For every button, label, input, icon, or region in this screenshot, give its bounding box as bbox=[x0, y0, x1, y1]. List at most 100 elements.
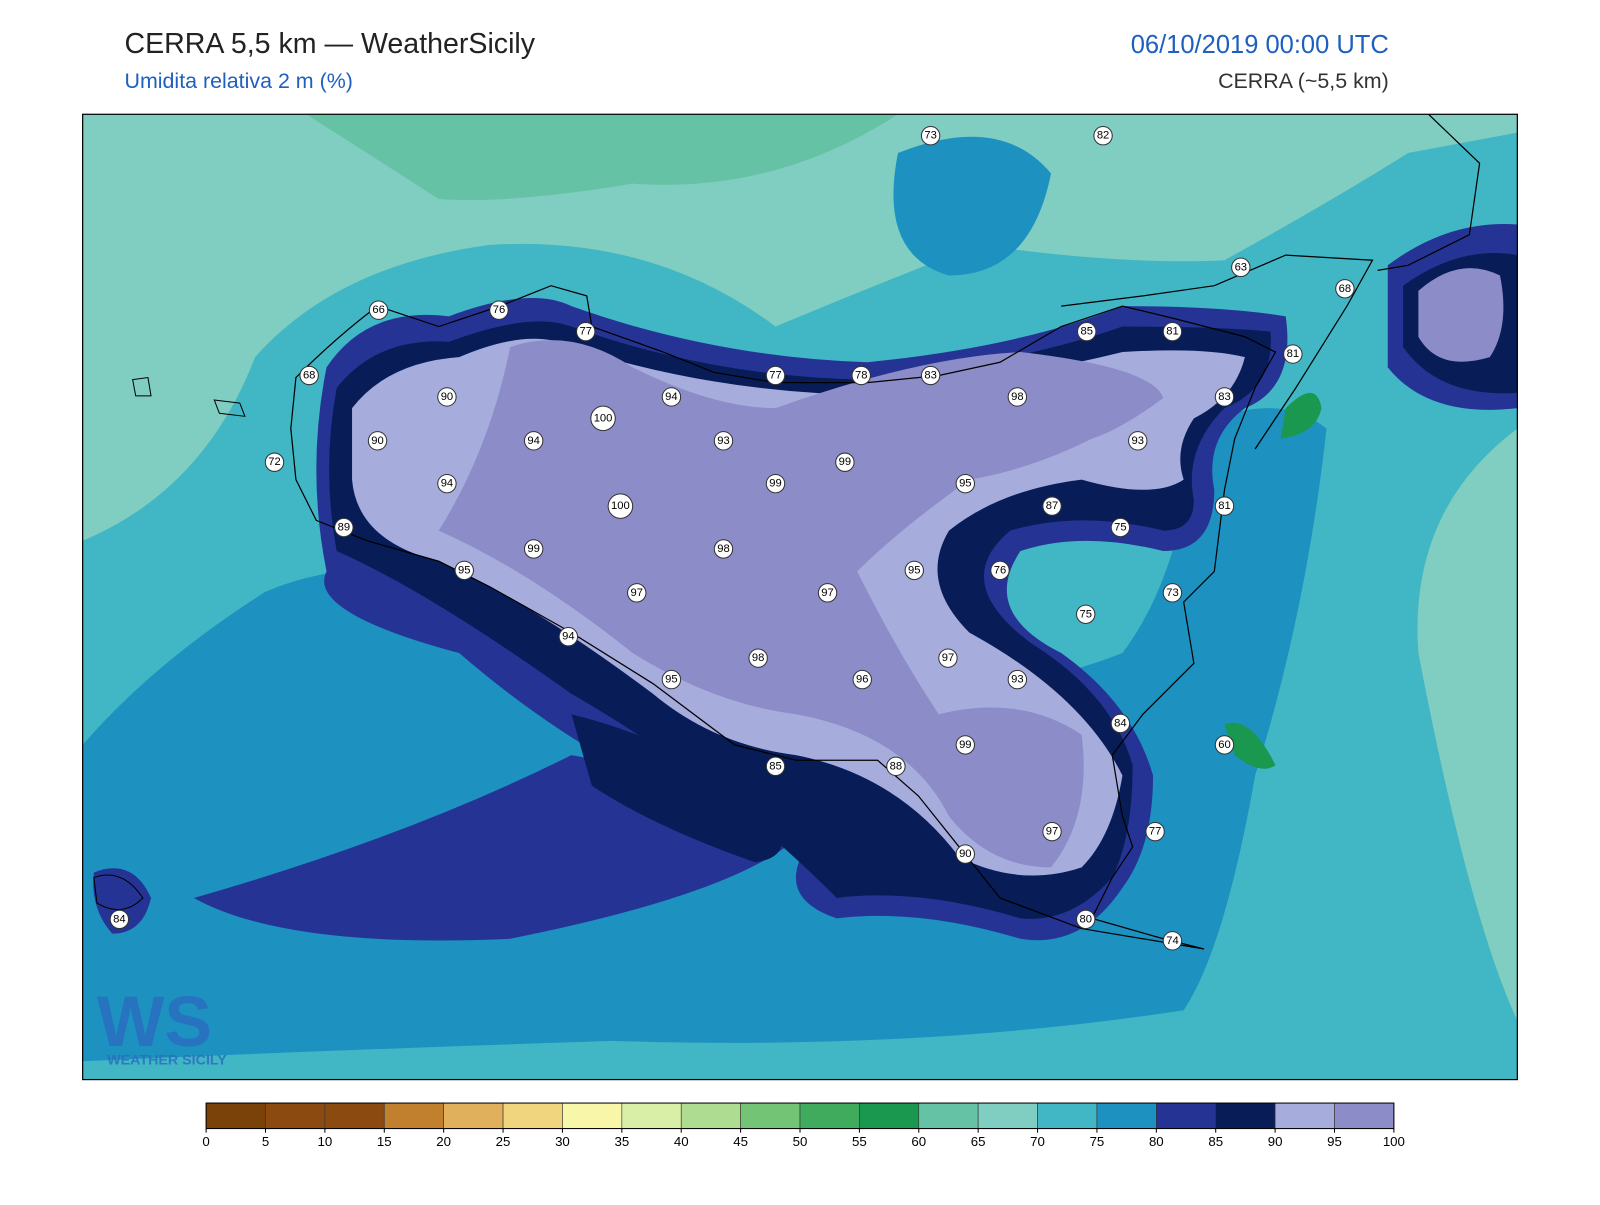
colorbar-label: 0 bbox=[202, 1134, 209, 1149]
station-value: 84 bbox=[113, 913, 125, 925]
station-marker bbox=[1162, 583, 1183, 603]
colorbar-cell bbox=[383, 1102, 444, 1129]
station-value: 90 bbox=[441, 391, 453, 403]
station-marker bbox=[1076, 909, 1096, 930]
station-value: 97 bbox=[942, 652, 954, 664]
station-value: 89 bbox=[338, 522, 350, 534]
station-marker bbox=[955, 844, 975, 864]
colorbar-label: 60 bbox=[911, 1134, 926, 1149]
station-value: 73 bbox=[924, 130, 936, 142]
colorbar-label: 35 bbox=[614, 1134, 629, 1149]
colorbar-cell bbox=[977, 1102, 1038, 1129]
station-value: 74 bbox=[1166, 935, 1178, 947]
station-value: 85 bbox=[769, 760, 781, 772]
colorbar-label: 75 bbox=[1090, 1134, 1105, 1149]
station-value: 76 bbox=[493, 304, 505, 316]
station-value: 90 bbox=[371, 435, 383, 447]
station-value: 75 bbox=[1114, 522, 1126, 534]
colorbar-label: 85 bbox=[1208, 1134, 1223, 1149]
station-value: 93 bbox=[1132, 435, 1144, 447]
station-value: 95 bbox=[665, 674, 677, 686]
station-value: 94 bbox=[527, 435, 539, 447]
field bbox=[1224, 722, 1276, 769]
station-value: 97 bbox=[821, 587, 833, 599]
colorbar-cell bbox=[621, 1102, 682, 1129]
station-value: 83 bbox=[1218, 391, 1230, 403]
station-value: 81 bbox=[1287, 348, 1299, 360]
station-marker bbox=[558, 627, 579, 647]
station-marker bbox=[1110, 517, 1131, 538]
colorbar-cell bbox=[502, 1102, 563, 1129]
station-marker bbox=[1077, 321, 1097, 342]
station-marker bbox=[765, 756, 786, 777]
station-value: 97 bbox=[630, 587, 642, 599]
station-marker bbox=[607, 493, 634, 519]
station-value: 93 bbox=[717, 435, 729, 447]
station-marker bbox=[661, 387, 682, 407]
station-marker bbox=[1162, 931, 1183, 951]
subtitle: Umidita relativa 2 m (%) bbox=[124, 69, 352, 93]
station-value: 60 bbox=[1218, 739, 1230, 751]
station-marker bbox=[765, 365, 786, 386]
station-value: 99 bbox=[769, 478, 781, 490]
station-marker bbox=[1283, 344, 1303, 364]
station-marker bbox=[109, 909, 130, 930]
station-value: 80 bbox=[1079, 913, 1091, 925]
colorbar-label: 70 bbox=[1030, 1134, 1045, 1149]
coastline bbox=[290, 285, 1277, 950]
colorbar-label: 15 bbox=[377, 1134, 392, 1149]
station-value: 78 bbox=[855, 370, 867, 382]
station-marker bbox=[920, 126, 941, 146]
station-value: 95 bbox=[908, 564, 920, 576]
station-marker bbox=[661, 669, 682, 690]
station-value: 100 bbox=[594, 412, 613, 424]
station-marker bbox=[1076, 604, 1096, 624]
logo-caption: WEATHER SICILY bbox=[107, 1052, 227, 1068]
colorbar-cell bbox=[562, 1102, 623, 1129]
colorbar-cell bbox=[740, 1102, 801, 1129]
station-value: 95 bbox=[458, 564, 470, 576]
station-marker bbox=[990, 560, 1010, 581]
station-marker bbox=[1093, 126, 1113, 146]
station-value: 96 bbox=[856, 674, 868, 686]
plot-frame bbox=[82, 113, 1518, 1081]
station-value: 93 bbox=[1011, 674, 1023, 686]
station-value: 100 bbox=[611, 500, 630, 512]
station-value: 84 bbox=[1114, 717, 1126, 729]
station-value: 99 bbox=[959, 739, 971, 751]
station-marker bbox=[1214, 387, 1235, 407]
station-value: 97 bbox=[1046, 826, 1058, 838]
stations: 73 82 63 68 66 76 77 85 81 81 68 77 78 83 90 94 100 98 83 9… bbox=[109, 126, 1355, 951]
logo: WS WEATHER SICILY bbox=[97, 982, 227, 1068]
colorbar-cell bbox=[1037, 1102, 1098, 1129]
station-marker bbox=[938, 648, 958, 668]
colorbar-cell bbox=[799, 1102, 860, 1129]
field bbox=[306, 114, 898, 200]
colorbar-label: 90 bbox=[1268, 1134, 1283, 1149]
station-marker bbox=[1007, 669, 1028, 690]
station-marker bbox=[748, 648, 768, 668]
colorbar-label: 100 bbox=[1383, 1134, 1405, 1149]
station-marker bbox=[437, 387, 457, 407]
station-marker bbox=[1214, 735, 1235, 755]
field bbox=[438, 340, 1164, 868]
station-marker bbox=[367, 431, 388, 451]
colorbar-cell bbox=[324, 1102, 385, 1129]
colorbar-cell bbox=[1096, 1102, 1157, 1129]
station-value: 77 bbox=[769, 370, 781, 382]
colorbar-label: 80 bbox=[1149, 1134, 1164, 1149]
colorbar-cell bbox=[1274, 1102, 1335, 1129]
station-marker bbox=[851, 365, 871, 386]
station-value: 83 bbox=[924, 370, 936, 382]
station-value: 94 bbox=[562, 631, 574, 643]
station-value: 85 bbox=[1080, 326, 1092, 338]
station-marker bbox=[713, 431, 734, 451]
station-value: 68 bbox=[1339, 283, 1351, 295]
station-marker bbox=[334, 517, 354, 538]
station-marker bbox=[955, 735, 975, 755]
station-marker bbox=[489, 300, 509, 320]
station-marker bbox=[817, 583, 838, 603]
station-marker bbox=[1162, 321, 1183, 342]
station-value: 98 bbox=[717, 543, 729, 555]
